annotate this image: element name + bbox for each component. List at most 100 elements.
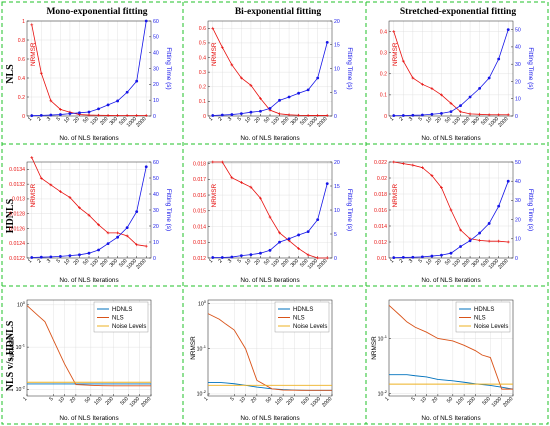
tick-label-x: 500 bbox=[118, 116, 128, 126]
axes-box bbox=[207, 299, 333, 397]
data-point-fitting-time bbox=[230, 113, 234, 116]
data-point-fitting-time bbox=[87, 110, 91, 114]
tick-label-x: 10 bbox=[425, 116, 433, 124]
tick-label-left: 0.4 bbox=[199, 55, 206, 61]
tick-label-right: 10 bbox=[153, 240, 159, 246]
tick-label-left: 0.3 bbox=[199, 70, 206, 76]
tick-label-x: 20 bbox=[250, 396, 258, 404]
series-line-hdnls bbox=[389, 374, 514, 390]
x-axis-label: No. of NLS Iterations bbox=[240, 277, 299, 284]
data-point-fitting-time bbox=[30, 256, 34, 259]
tick-label-x: 300 bbox=[290, 258, 300, 268]
y-axis-label-left: NRMSR bbox=[392, 184, 399, 208]
data-point-nrmsr bbox=[287, 113, 291, 117]
data-point-fitting-time bbox=[325, 40, 329, 44]
tick-label-x: 10 bbox=[63, 258, 71, 266]
tick-label-x: 500 bbox=[480, 258, 490, 268]
tick-label-x: 500 bbox=[481, 396, 491, 406]
data-point-fitting-time bbox=[497, 204, 501, 208]
tick-label-x: 100 bbox=[90, 258, 100, 268]
data-point-nrmsr bbox=[220, 45, 224, 49]
tick-label-left: 0.2 bbox=[18, 95, 25, 101]
data-point-nrmsr bbox=[297, 113, 301, 117]
tick-label-x: 5 bbox=[418, 116, 424, 122]
x-axis-label: No. of NLS Iterations bbox=[59, 277, 118, 284]
tick-label-left: 0.3 bbox=[380, 50, 387, 56]
axes-box bbox=[388, 299, 514, 397]
data-point-nrmsr bbox=[420, 82, 424, 86]
tick-label-left: 100 bbox=[198, 299, 207, 308]
data-point-nrmsr bbox=[392, 30, 396, 33]
data-point-nrmsr bbox=[58, 190, 62, 193]
legend-entry: NLS bbox=[293, 316, 305, 322]
tick-label-x: 1 bbox=[208, 116, 214, 122]
data-point-nrmsr bbox=[87, 213, 91, 217]
tick-label-left: 0.017 bbox=[193, 177, 206, 183]
y-axis-label: NRMSR bbox=[9, 336, 16, 360]
series-line-nls bbox=[388, 304, 513, 390]
tick-label-x: 2000 bbox=[135, 116, 147, 128]
tick-label-right: 10 bbox=[515, 237, 521, 243]
data-point-nrmsr bbox=[306, 114, 310, 117]
data-point-nrmsr bbox=[487, 239, 491, 243]
y-axis-label-right: Fitting Time (s) bbox=[346, 189, 353, 231]
tick-label-base: 10 bbox=[197, 347, 203, 353]
tick-label-x: 500 bbox=[299, 116, 309, 126]
tick-label-right: 40 bbox=[153, 50, 159, 56]
tick-label-left: 0.2 bbox=[380, 72, 387, 78]
tick-label-left: 0.0134 bbox=[9, 167, 25, 173]
tick-label-x: 50 bbox=[444, 116, 452, 124]
tick-label-right: 30 bbox=[515, 62, 521, 68]
data-point-fitting-time bbox=[30, 114, 34, 118]
tick-label-left: 0 bbox=[384, 114, 387, 120]
tick-label-x: 200 bbox=[461, 258, 471, 268]
data-point-nrmsr bbox=[325, 256, 329, 260]
tick-label-x: 20 bbox=[435, 258, 443, 266]
tick-label-left: 0.4 bbox=[380, 29, 387, 35]
data-point-nrmsr bbox=[68, 196, 72, 199]
tick-label-left: 0.0124 bbox=[9, 241, 25, 247]
data-point-fitting-time bbox=[287, 95, 291, 99]
tick-label-x: 100 bbox=[90, 116, 100, 126]
tick-label-right: 5 bbox=[334, 232, 337, 238]
tick-label-x: 5 bbox=[237, 258, 243, 264]
data-point-nrmsr bbox=[449, 208, 453, 212]
series-line-nls bbox=[207, 313, 332, 391]
tick-label-x: 3 bbox=[46, 258, 52, 264]
row-label-nls: NLS bbox=[5, 64, 16, 84]
tick-label-right: 30 bbox=[153, 208, 159, 214]
tick-label-x: 300 bbox=[290, 116, 300, 126]
data-point-fitting-time bbox=[239, 254, 243, 257]
y-axis-label-left: NRMSR bbox=[392, 42, 399, 66]
y-axis-label-right: Fitting Time (s) bbox=[527, 47, 534, 89]
tick-label-x: 20 bbox=[431, 396, 439, 404]
data-point-nrmsr bbox=[30, 156, 34, 159]
legend: HDNLS NLS Noise Levels bbox=[93, 301, 149, 333]
data-point-nrmsr bbox=[259, 196, 262, 200]
tick-label-x: 300 bbox=[471, 116, 481, 126]
tick-label-right: 15 bbox=[334, 43, 340, 49]
data-point-fitting-time bbox=[487, 222, 491, 225]
tick-label-x: 20 bbox=[73, 116, 81, 124]
data-point-nrmsr bbox=[449, 101, 453, 105]
column-title-stretched: Stretched-exponential fitting bbox=[400, 7, 516, 17]
data-point-nrmsr bbox=[459, 110, 462, 114]
tick-label-x: 2000 bbox=[135, 258, 147, 270]
tick-label-left: 0.0126 bbox=[9, 226, 25, 232]
data-point-nrmsr bbox=[316, 256, 320, 260]
data-point-fitting-time bbox=[278, 240, 281, 244]
tick-label-exponent: -1 bbox=[21, 342, 25, 347]
tick-label-x: 10 bbox=[244, 258, 252, 266]
data-point-nrmsr bbox=[278, 112, 281, 116]
legend-entry: NLS bbox=[474, 316, 486, 322]
tick-label-x: 5 bbox=[56, 116, 62, 122]
data-point-nrmsr bbox=[87, 113, 91, 117]
data-point-fitting-time bbox=[106, 242, 110, 246]
data-point-fitting-time bbox=[287, 237, 291, 241]
series-line-hdnls bbox=[208, 381, 332, 391]
tick-label-base: 10 bbox=[16, 387, 22, 393]
tick-label-x: 3 bbox=[46, 116, 52, 122]
tick-label-left: 0.022 bbox=[374, 160, 387, 166]
